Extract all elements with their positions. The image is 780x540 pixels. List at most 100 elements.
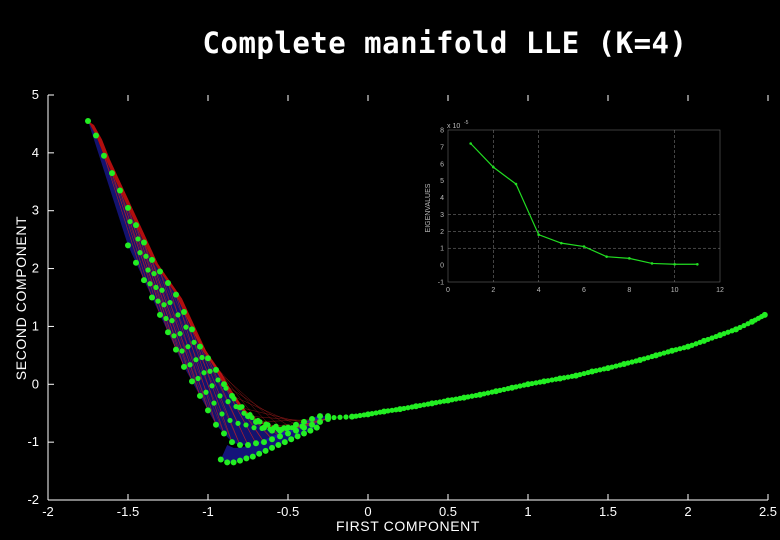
neighbor-line — [135, 225, 209, 411]
data-point-right-branch — [501, 386, 507, 393]
data-point-right-branch — [457, 395, 463, 401]
data-point-right-branch — [557, 375, 563, 382]
neighbor-line — [247, 415, 321, 423]
inset-y-axis-title: EIGENVALUES — [425, 183, 432, 232]
data-point-bottom-lobe — [224, 459, 231, 466]
data-point-right-branch — [737, 324, 743, 331]
data-point-interior — [223, 385, 229, 391]
data-point-right-branch — [657, 351, 663, 357]
data-point-lower-fold — [157, 311, 163, 318]
data-point-right-branch — [469, 393, 475, 399]
neighbor-line — [231, 395, 305, 428]
data-point-right-branch — [745, 321, 751, 327]
neighbor-line — [127, 207, 201, 396]
data-point-right-branch — [521, 382, 527, 388]
data-point-bottom-lobe — [269, 444, 275, 451]
data-point-lower-fold — [317, 418, 323, 425]
data-point-upper-arm — [101, 152, 107, 159]
data-point-lower-fold — [181, 363, 187, 370]
data-point-interior — [193, 357, 199, 363]
data-point-interior — [263, 421, 269, 427]
data-point-interior — [185, 344, 191, 350]
data-point-lower-fold — [309, 421, 315, 428]
data-point-upper-arm — [173, 291, 179, 298]
data-point-right-branch — [529, 380, 535, 387]
data-point-lower-fold — [189, 378, 195, 385]
data-point-interior — [215, 377, 221, 383]
data-point-right-branch — [485, 390, 491, 396]
data-point-lower-fold — [141, 277, 147, 284]
y-tick-label: 0 — [32, 376, 39, 391]
data-point-interior — [175, 312, 181, 318]
data-point-interior — [247, 412, 253, 418]
data-point-interior — [227, 417, 233, 424]
data-point-interior — [169, 318, 175, 324]
x-tick-label: 2 — [684, 504, 691, 519]
data-point-right-branch — [425, 401, 431, 407]
data-point-right-branch — [741, 322, 747, 329]
data-point-right-branch — [377, 409, 383, 415]
data-point-right-branch — [465, 394, 471, 400]
inset-multiplier-label: x 10 — [447, 123, 460, 130]
data-point-lower-fold — [229, 439, 235, 446]
data-point-lower-fold — [197, 392, 203, 399]
inset-y-tick-label: 8 — [440, 128, 444, 135]
data-point-upper-arm — [93, 132, 99, 139]
data-point-right-branch — [577, 371, 583, 378]
inset-multiplier-exponent: -5 — [464, 120, 469, 126]
data-point-right-branch — [689, 342, 695, 348]
data-point-interior — [199, 354, 205, 361]
inset-plot-area — [447, 129, 721, 283]
data-point-right-branch — [533, 380, 539, 386]
data-point-interior — [145, 267, 151, 273]
data-point-bottom-lobe — [243, 455, 250, 462]
inset-y-tick-label: 3 — [440, 212, 444, 219]
data-point-interior — [187, 362, 193, 368]
data-point-upper-arm — [205, 355, 211, 362]
data-point-interior — [203, 389, 209, 395]
data-point-interior — [167, 299, 173, 306]
data-point-lower-fold — [205, 407, 211, 414]
data-point-upper-arm — [181, 308, 187, 315]
x-tick-label: -1.5 — [117, 504, 139, 519]
x-tick-label: 0.5 — [439, 504, 457, 519]
data-point-right-branch — [617, 362, 623, 368]
inset-x-tick-label: 0 — [446, 287, 450, 294]
eigenvalue-point — [537, 233, 540, 237]
data-point-right-branch — [497, 387, 503, 393]
manifold-surface — [88, 121, 328, 446]
data-point-interior — [155, 298, 161, 304]
data-point-upper-arm — [317, 413, 323, 420]
data-point-right-branch — [593, 368, 599, 374]
data-point-upper-arm — [197, 343, 203, 350]
neighbor-line — [255, 418, 329, 423]
data-point-upper-arm — [301, 418, 307, 425]
data-point-right-branch — [389, 407, 395, 413]
data-point-right-branch — [541, 378, 547, 385]
data-point-interior — [195, 375, 201, 382]
data-point-interior — [163, 315, 169, 322]
data-point-right-branch — [553, 376, 559, 382]
data-point-interior — [233, 403, 239, 410]
data-point-interior — [179, 348, 185, 354]
data-point-right-branch — [581, 370, 587, 377]
data-point-interior — [217, 393, 223, 399]
data-point-right-branch — [393, 407, 399, 413]
inset-y-tick-label: 6 — [440, 161, 444, 168]
data-point-bottom-lobe — [313, 424, 320, 431]
data-point-lower-fold — [269, 436, 275, 443]
data-point-right-branch — [331, 414, 337, 421]
data-point-interior — [161, 302, 167, 308]
data-point-right-branch — [661, 350, 667, 356]
neighbor-line — [191, 329, 265, 443]
data-point-right-branch — [645, 355, 651, 361]
data-point-upper-arm — [141, 239, 147, 246]
data-point-right-branch — [721, 331, 727, 337]
data-point-right-branch — [585, 369, 591, 376]
data-point-interior — [235, 420, 241, 426]
eigenvalue-point — [650, 262, 654, 265]
data-point-right-branch — [397, 406, 403, 413]
neighbor-line — [215, 369, 289, 434]
